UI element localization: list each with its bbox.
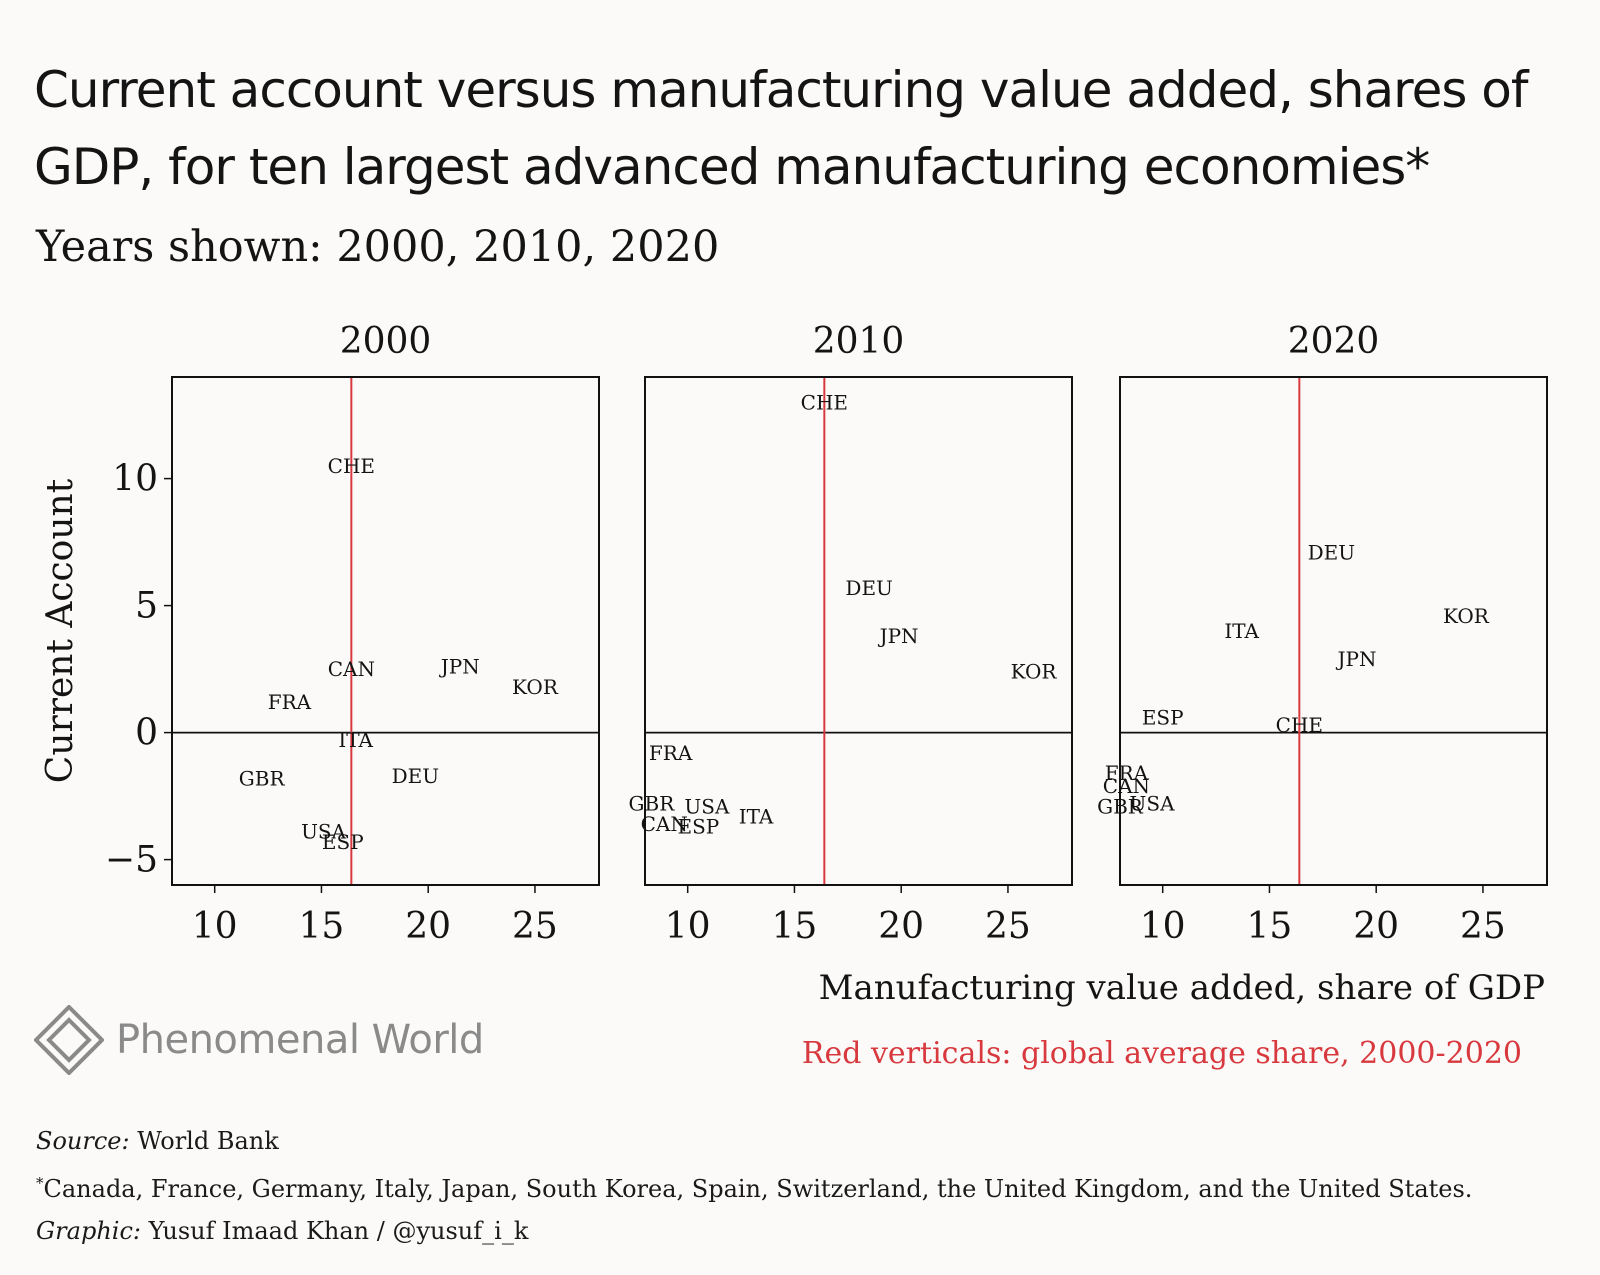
point-label-kor: KOR [512,675,559,699]
point-label-gbr: GBR [239,766,286,790]
graphic-credit-line: Graphic: Yusuf Imaad Khan / @yusuf_i_k [36,1210,1472,1252]
point-label-can: CAN [1103,774,1150,798]
point-label-fra: FRA [649,741,693,765]
y-tick-label: 0 [135,713,158,754]
point-label-fra: FRA [268,690,312,714]
point-label-jpn: JPN [1335,647,1376,671]
x-tick-label: 25 [1460,906,1506,947]
x-tick-label: 10 [192,906,238,947]
point-label-gbr: GBR [629,792,676,816]
panel-title-2010: 2010 [813,321,905,362]
source-line: Source: World Bank [36,1120,1472,1162]
point-label-usa: USA [1130,792,1176,816]
point-label-deu: DEU [845,576,893,600]
countries-note: Canada, France, Germany, Italy, Japan, S… [43,1175,1473,1203]
panel-frame [1119,376,1548,886]
y-tick-label: 5 [135,586,158,627]
point-label-che: CHE [1276,713,1323,737]
point-label-esp: ESP [677,815,719,839]
point-label-jpn: JPN [439,655,480,679]
x-tick-label: 15 [772,906,818,947]
x-tick-label: 15 [299,906,345,947]
x-tick-label: 20 [1353,906,1399,947]
point-label-usa: USA [301,820,347,844]
point-label-che: CHE [801,390,848,414]
reference-line-note: Red verticals: global average share, 200… [801,1036,1522,1071]
point-label-deu: DEU [1308,540,1356,564]
y-tick-label: 10 [112,459,158,500]
panel-title-2000: 2000 [340,321,432,362]
graphic-credit: Yusuf Imaad Khan / @yusuf_i_k [148,1217,529,1245]
point-label-esp: ESP [1142,705,1184,729]
diamond-logo-icon [34,1005,104,1075]
point-label-ita: ITA [1224,619,1259,643]
point-label-ita: ITA [739,804,774,828]
x-tick-label: 25 [512,906,558,947]
panel-title-2020: 2020 [1288,321,1380,362]
asterisk-mark: * [36,1174,44,1192]
chart-subtitle: Years shown: 2000, 2010, 2020 [36,222,720,272]
x-axis-label: Manufacturing value added, share of GDP [818,968,1545,1008]
point-label-fra: FRA [1105,761,1149,785]
point-label-usa: USA [684,794,730,818]
x-tick-label: 20 [405,906,451,947]
y-tick-label: −5 [105,840,158,881]
source-label: Source: [36,1127,130,1155]
graphic-label: Graphic: [36,1217,141,1245]
point-label-kor: KOR [1443,604,1490,628]
brand-logo: Phenomenal World [34,1005,484,1075]
point-label-deu: DEU [392,764,440,788]
chart-footer: Source: World Bank *Canada, France, Germ… [36,1120,1472,1252]
panel-frame [644,376,1073,886]
point-label-ita: ITA [338,728,373,752]
x-tick-label: 10 [1140,906,1186,947]
countries-note-line: *Canada, France, Germany, Italy, Japan, … [36,1162,1472,1210]
x-tick-label: 20 [878,906,924,947]
x-tick-label: 10 [665,906,711,947]
x-tick-label: 25 [985,906,1031,947]
brand-name: Phenomenal World [116,1017,484,1063]
source-value: World Bank [137,1127,279,1155]
point-label-kor: KOR [1011,660,1058,684]
x-tick-label: 15 [1247,906,1293,947]
chart-title: Current account versus manufacturing val… [34,61,1529,196]
point-label-jpn: JPN [878,624,919,648]
point-label-can: CAN [641,812,688,836]
point-label-che: CHE [328,454,375,478]
point-label-esp: ESP [322,830,364,854]
y-axis-label: Current Account [40,478,81,783]
point-label-can: CAN [328,657,375,681]
panel-frame [171,376,600,886]
